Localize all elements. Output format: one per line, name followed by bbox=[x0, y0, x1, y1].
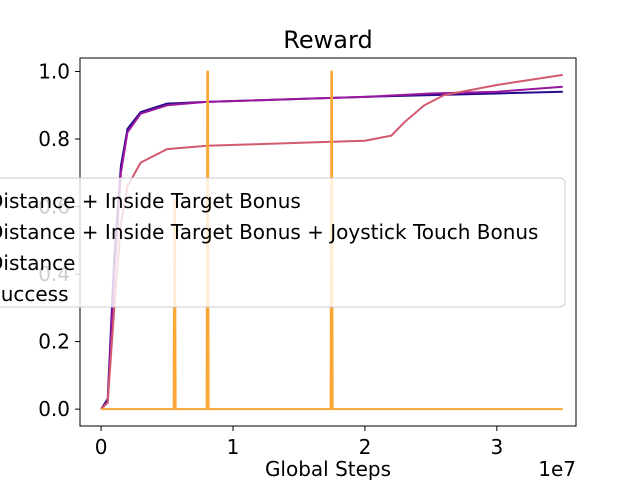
y-tick-label: 0.0 bbox=[38, 397, 70, 421]
x-tick-label: 2 bbox=[359, 435, 372, 459]
y-tick-label: 0.2 bbox=[38, 330, 70, 354]
x-axis: 0 1 2 3 bbox=[95, 426, 503, 459]
x-tick-label: 3 bbox=[490, 435, 503, 459]
legend-label: Distance + Inside Target Bonus + Joystic… bbox=[0, 220, 538, 244]
legend-label: Success bbox=[0, 282, 69, 306]
legend-label: Distance bbox=[0, 251, 75, 275]
legend-box bbox=[0, 177, 566, 308]
y-tick-label: 1.0 bbox=[38, 60, 70, 84]
x-axis-label: Global Steps bbox=[265, 457, 391, 480]
x-axis-offset-label: 1e7 bbox=[538, 457, 576, 480]
x-tick-label: 1 bbox=[227, 435, 240, 459]
legend-label: Distance + Inside Target Bonus bbox=[0, 189, 301, 213]
legend: Distance + Inside Target Bonus Distance +… bbox=[0, 177, 566, 308]
x-tick-label: 0 bbox=[95, 435, 108, 459]
chart-title: Reward bbox=[283, 26, 372, 54]
y-tick-label: 0.8 bbox=[38, 127, 70, 151]
